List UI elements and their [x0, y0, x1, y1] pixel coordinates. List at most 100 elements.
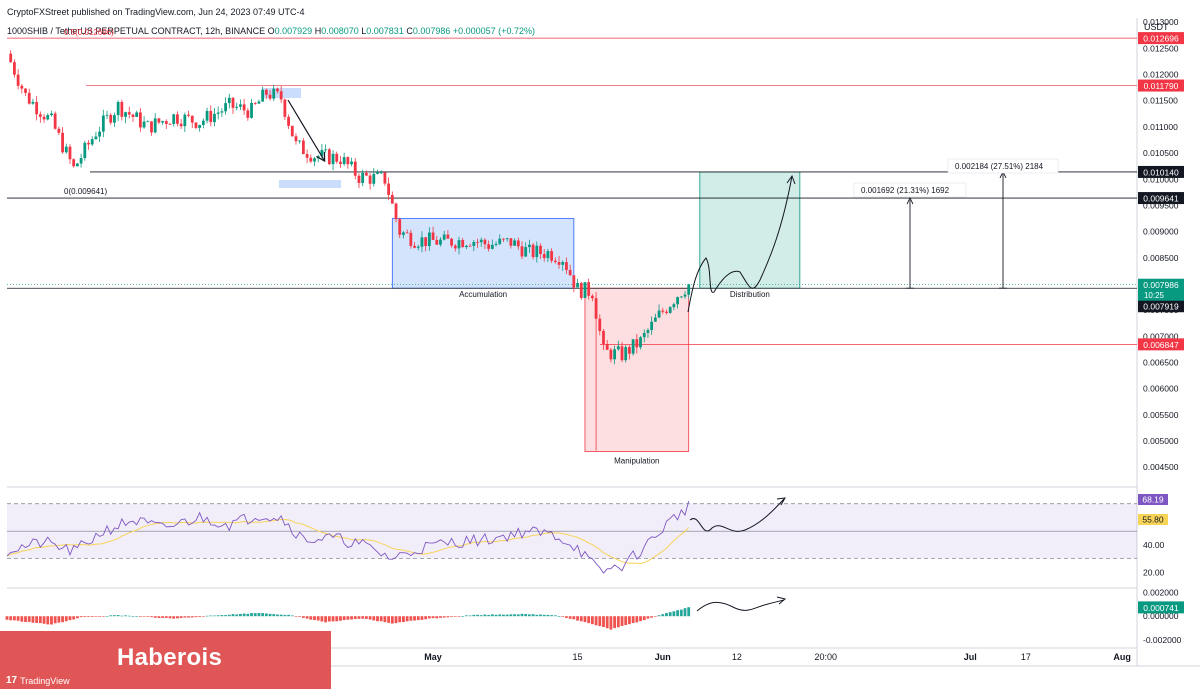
candle-body [613, 349, 617, 360]
candle-body [550, 251, 554, 261]
macd-bar [235, 614, 239, 617]
macd-bar [416, 616, 420, 621]
zone-label-manipulation: Manipulation [614, 457, 659, 466]
candle-body [453, 245, 457, 249]
macd-bar [72, 616, 76, 620]
candle-body [146, 121, 150, 123]
rsi-value-text: 68.19 [1142, 495, 1164, 505]
macd-projection [696, 599, 785, 612]
candle-body [87, 142, 90, 145]
macd-bar [164, 616, 168, 618]
macd-bar [257, 613, 261, 617]
price-tick: 0.012000 [1143, 70, 1179, 80]
candle-body [665, 311, 668, 313]
macd-bar [583, 616, 587, 623]
macd-bar [665, 613, 668, 617]
macd-bar [364, 616, 368, 619]
price-tick: 0.006500 [1143, 358, 1179, 368]
candle-body [253, 102, 257, 104]
levels-layer: 0.5(0.012696) 0(0.009641) [7, 28, 1137, 345]
macd-bar [264, 613, 268, 617]
candle-body [127, 112, 131, 115]
candle-body [83, 142, 87, 159]
measure-arrow-icon-0 [906, 197, 914, 205]
macd-bar [83, 616, 87, 617]
candle-body [520, 246, 524, 257]
macd-bar [261, 613, 265, 617]
candle-body [194, 122, 198, 128]
macd-bar [465, 615, 468, 617]
low-highlight-box [279, 180, 341, 188]
time-tick: May [424, 652, 442, 662]
level-badge-text-2: 0.010140 [1143, 167, 1179, 177]
projection-arrow-icon [786, 174, 796, 185]
measure-label-bg-1 [947, 158, 1059, 174]
candle-body [602, 330, 605, 345]
macd-bar [565, 616, 568, 618]
candle-body [331, 153, 335, 165]
candle-body [557, 262, 561, 265]
macd-bar [31, 616, 35, 623]
macd-bar [616, 616, 620, 628]
macd-bar [620, 616, 624, 626]
candle-body [639, 337, 642, 348]
macd-tick: 0.000000 [1143, 611, 1179, 621]
tradingview-logo-text: TradingView [20, 675, 70, 686]
haberois-banner: Haberois 17 TradingView [0, 631, 331, 689]
candle-body [616, 346, 620, 350]
candle-body [568, 270, 572, 276]
candle-body [187, 114, 190, 116]
price-tick: 0.013000 [1143, 17, 1179, 27]
candle-body [176, 114, 179, 124]
macd-bar [498, 614, 502, 617]
price-axis[interactable]: 0.013000 0.012500 0.012000 0.011500 0.011000… [1143, 17, 1179, 472]
close-label: C [406, 26, 413, 36]
candle-body [239, 104, 242, 107]
high-label: H [314, 26, 322, 36]
macd-bar [527, 614, 531, 617]
macd-bar [357, 616, 361, 619]
price-tick: 0.008500 [1143, 253, 1179, 263]
price-tick: 0.010500 [1143, 148, 1179, 158]
macd-bar [216, 615, 220, 617]
candles-layer [9, 50, 691, 451]
macd-bar [594, 616, 598, 626]
candle-body [502, 238, 505, 240]
symbol-title[interactable]: 1000SHIB / TetherUS PERPETUAL CONTRACT, … [7, 26, 266, 36]
macd-pane: 0.002000 0.000000 -0.002000 0.000741 [5, 587, 1184, 645]
candle-body [179, 123, 183, 127]
candle-body [261, 89, 265, 102]
macd-bar [561, 616, 565, 617]
macd-bar [316, 616, 320, 621]
rsi-tick: 20.00 [1143, 567, 1165, 577]
candle-body [679, 296, 683, 298]
zone-label-accumulation: Accumulation [459, 290, 507, 299]
candle-body [565, 262, 568, 271]
candle-body [42, 116, 46, 120]
candle-body [164, 121, 168, 124]
measure-label-1: 0.002184 (27.51%) 2184 [955, 162, 1044, 171]
macd-bar [635, 616, 639, 623]
close-value: 0.007986 [412, 26, 451, 36]
macd-bar [409, 616, 413, 621]
candle-body [279, 91, 283, 100]
candle-body [420, 237, 424, 247]
macd-bar [427, 616, 431, 619]
macd-bar [131, 616, 135, 617]
candle-body [61, 132, 64, 153]
candle-body [276, 88, 279, 92]
rsi-ma-line [6, 518, 690, 565]
macd-bar [113, 615, 116, 617]
candle-body [342, 157, 346, 165]
macd-bar [150, 616, 153, 618]
candle-body [13, 62, 16, 75]
macd-bar [568, 616, 572, 619]
macd-bar [75, 616, 79, 619]
candle-body [231, 97, 235, 108]
candle-body [9, 53, 13, 63]
candle-body [20, 85, 24, 89]
candle-body [472, 241, 476, 246]
candle-body [450, 238, 453, 246]
candle-body [435, 239, 439, 245]
